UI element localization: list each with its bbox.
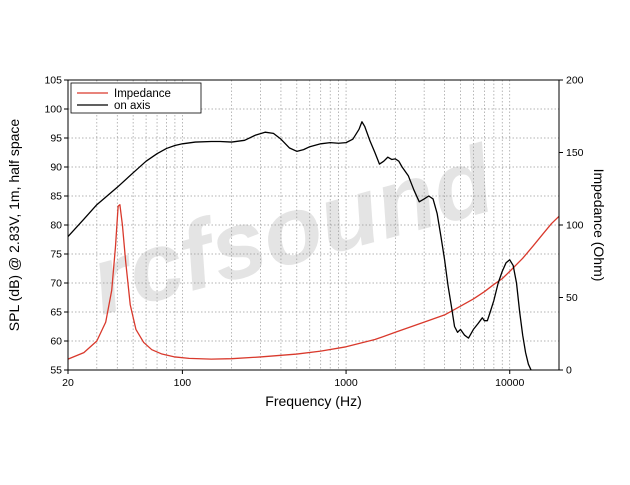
y-right-tick-label: 100: [566, 220, 584, 232]
x-axis-title: Frequency (Hz): [265, 393, 361, 409]
series-line-on-axis: [67, 121, 532, 371]
y-right-tick-label: 200: [566, 75, 584, 87]
y-left-tick-label: 60: [50, 336, 62, 348]
x-tick-label: 100: [174, 377, 192, 389]
y-right-tick-label: 0: [566, 365, 572, 377]
y-left-tick-label: 75: [50, 249, 62, 261]
y-left-tick-label: 85: [50, 191, 62, 203]
y-right-tick-label: 150: [566, 147, 584, 159]
legend-label: on axis: [114, 100, 151, 112]
watermark-logo: rcfsound: [79, 125, 506, 335]
y-right-axis-title: Impedance (Ohm): [591, 169, 607, 282]
x-tick-label: 20: [62, 377, 74, 389]
y-left-tick-label: 95: [50, 133, 62, 145]
y-left-tick-label: 100: [44, 104, 62, 116]
y-left-tick-label: 65: [50, 307, 62, 319]
legend-box: [70, 82, 202, 114]
y-left-tick-label: 80: [50, 220, 62, 232]
y-left-axis-title: SPL (dB) @ 2.83V, 1m, half space: [6, 119, 22, 332]
legend-label: Impedance: [114, 88, 171, 100]
x-tick-label: 10000: [495, 377, 524, 389]
x-tick-label: 1000: [334, 377, 358, 389]
y-left-tick-label: 55: [50, 365, 62, 377]
series-line-impedance: [67, 204, 560, 360]
y-left-tick-label: 105: [44, 75, 62, 87]
y-right-tick-label: 50: [566, 292, 578, 304]
y-left-tick-label: 90: [50, 162, 62, 174]
y-left-tick-label: 70: [50, 278, 62, 290]
